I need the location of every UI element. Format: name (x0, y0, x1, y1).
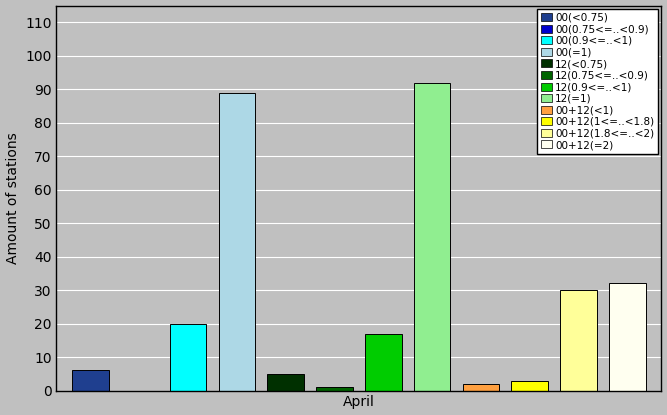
Bar (72, 371, 109, 391)
Bar (365, 334, 402, 391)
Bar (170, 324, 207, 391)
Bar (316, 387, 353, 391)
Bar (512, 381, 548, 391)
Bar (267, 374, 304, 391)
Bar (463, 384, 499, 391)
Legend: 00(<0.75), 00(0.75<=..<0.9), 00(0.9<=..<1), 00(=1), 12(<0.75), 12(0.75<=..<0.9),: 00(<0.75), 00(0.75<=..<0.9), 00(0.9<=..<… (538, 9, 658, 154)
Bar (219, 93, 255, 391)
Bar (414, 83, 450, 391)
Y-axis label: Amount of stations: Amount of stations (5, 132, 19, 264)
Bar (609, 283, 646, 391)
Bar (560, 290, 597, 391)
